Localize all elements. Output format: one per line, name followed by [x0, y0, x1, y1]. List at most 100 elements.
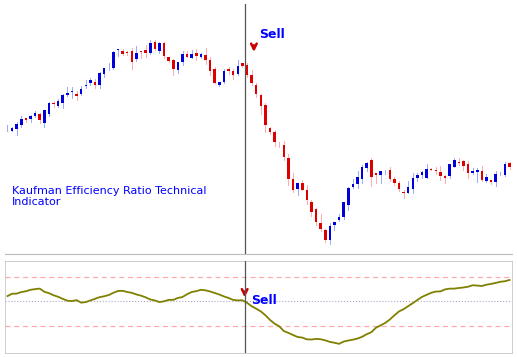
Bar [163, 43, 165, 56]
Bar [494, 174, 497, 182]
Bar [338, 217, 340, 220]
Bar [375, 173, 377, 175]
Bar [370, 160, 373, 177]
Bar [490, 180, 492, 182]
Bar [453, 160, 455, 167]
Bar [425, 169, 428, 178]
Bar [195, 53, 197, 56]
Bar [508, 163, 511, 167]
Bar [439, 172, 442, 176]
Bar [347, 188, 349, 205]
Bar [172, 60, 175, 69]
Bar [402, 192, 405, 193]
Bar [260, 95, 262, 106]
Bar [430, 169, 433, 170]
Bar [241, 63, 244, 66]
Bar [218, 82, 221, 85]
Bar [117, 49, 119, 50]
Bar [34, 113, 36, 116]
Bar [38, 114, 41, 120]
Bar [89, 80, 92, 83]
Bar [250, 75, 253, 84]
Bar [71, 91, 73, 92]
Bar [283, 145, 285, 157]
Bar [407, 187, 409, 193]
Bar [393, 179, 396, 183]
Bar [388, 170, 391, 179]
Text: Sell: Sell [252, 294, 277, 307]
Bar [140, 51, 142, 52]
Bar [356, 177, 359, 184]
Bar [190, 54, 193, 58]
Bar [66, 93, 69, 95]
Bar [448, 164, 451, 176]
Bar [98, 72, 101, 85]
Bar [131, 51, 133, 62]
Bar [236, 66, 239, 74]
Bar [352, 184, 354, 187]
Bar [25, 119, 27, 120]
Bar [204, 55, 207, 60]
Bar [246, 65, 248, 75]
Bar [200, 54, 202, 57]
Bar [481, 171, 483, 180]
Bar [416, 175, 419, 178]
Bar [342, 202, 345, 217]
Bar [62, 95, 64, 102]
Bar [287, 158, 290, 179]
Bar [80, 89, 82, 94]
Bar [84, 85, 87, 86]
Bar [444, 176, 446, 177]
Bar [333, 222, 336, 225]
Bar [320, 223, 322, 228]
Bar [112, 52, 115, 68]
Bar [75, 94, 78, 96]
Bar [467, 164, 469, 173]
Bar [168, 57, 170, 61]
Bar [48, 104, 50, 114]
Bar [209, 60, 211, 71]
Bar [485, 177, 488, 181]
Bar [435, 170, 437, 171]
Bar [181, 54, 184, 62]
Bar [329, 226, 331, 240]
Bar [121, 51, 124, 54]
Bar [186, 54, 188, 57]
Bar [398, 182, 400, 189]
Bar [177, 62, 179, 70]
Text: Sell: Sell [260, 29, 285, 41]
Text: Kaufman Efficiency Ratio Technical
Indicator: Kaufman Efficiency Ratio Technical Indic… [12, 186, 207, 207]
Bar [20, 119, 23, 125]
Bar [412, 178, 414, 189]
Bar [103, 68, 105, 74]
Bar [421, 172, 423, 175]
Bar [43, 110, 45, 123]
Bar [301, 183, 303, 190]
Bar [269, 128, 271, 132]
Bar [52, 102, 55, 104]
Bar [94, 82, 96, 85]
Bar [29, 116, 32, 119]
Bar [214, 69, 216, 83]
Bar [223, 71, 225, 82]
Bar [57, 101, 59, 106]
Bar [472, 171, 474, 173]
Bar [144, 50, 147, 52]
Bar [361, 167, 363, 179]
Bar [11, 128, 13, 131]
Bar [154, 42, 156, 49]
Bar [476, 170, 479, 172]
Bar [379, 171, 382, 175]
Bar [227, 69, 230, 71]
Bar [310, 202, 313, 212]
Bar [264, 105, 267, 125]
Bar [135, 53, 138, 59]
Bar [158, 42, 161, 51]
Bar [296, 183, 299, 189]
Bar [16, 125, 18, 129]
Bar [232, 71, 234, 75]
Bar [292, 179, 294, 190]
Bar [504, 164, 506, 175]
Bar [315, 209, 317, 222]
Bar [255, 85, 257, 94]
